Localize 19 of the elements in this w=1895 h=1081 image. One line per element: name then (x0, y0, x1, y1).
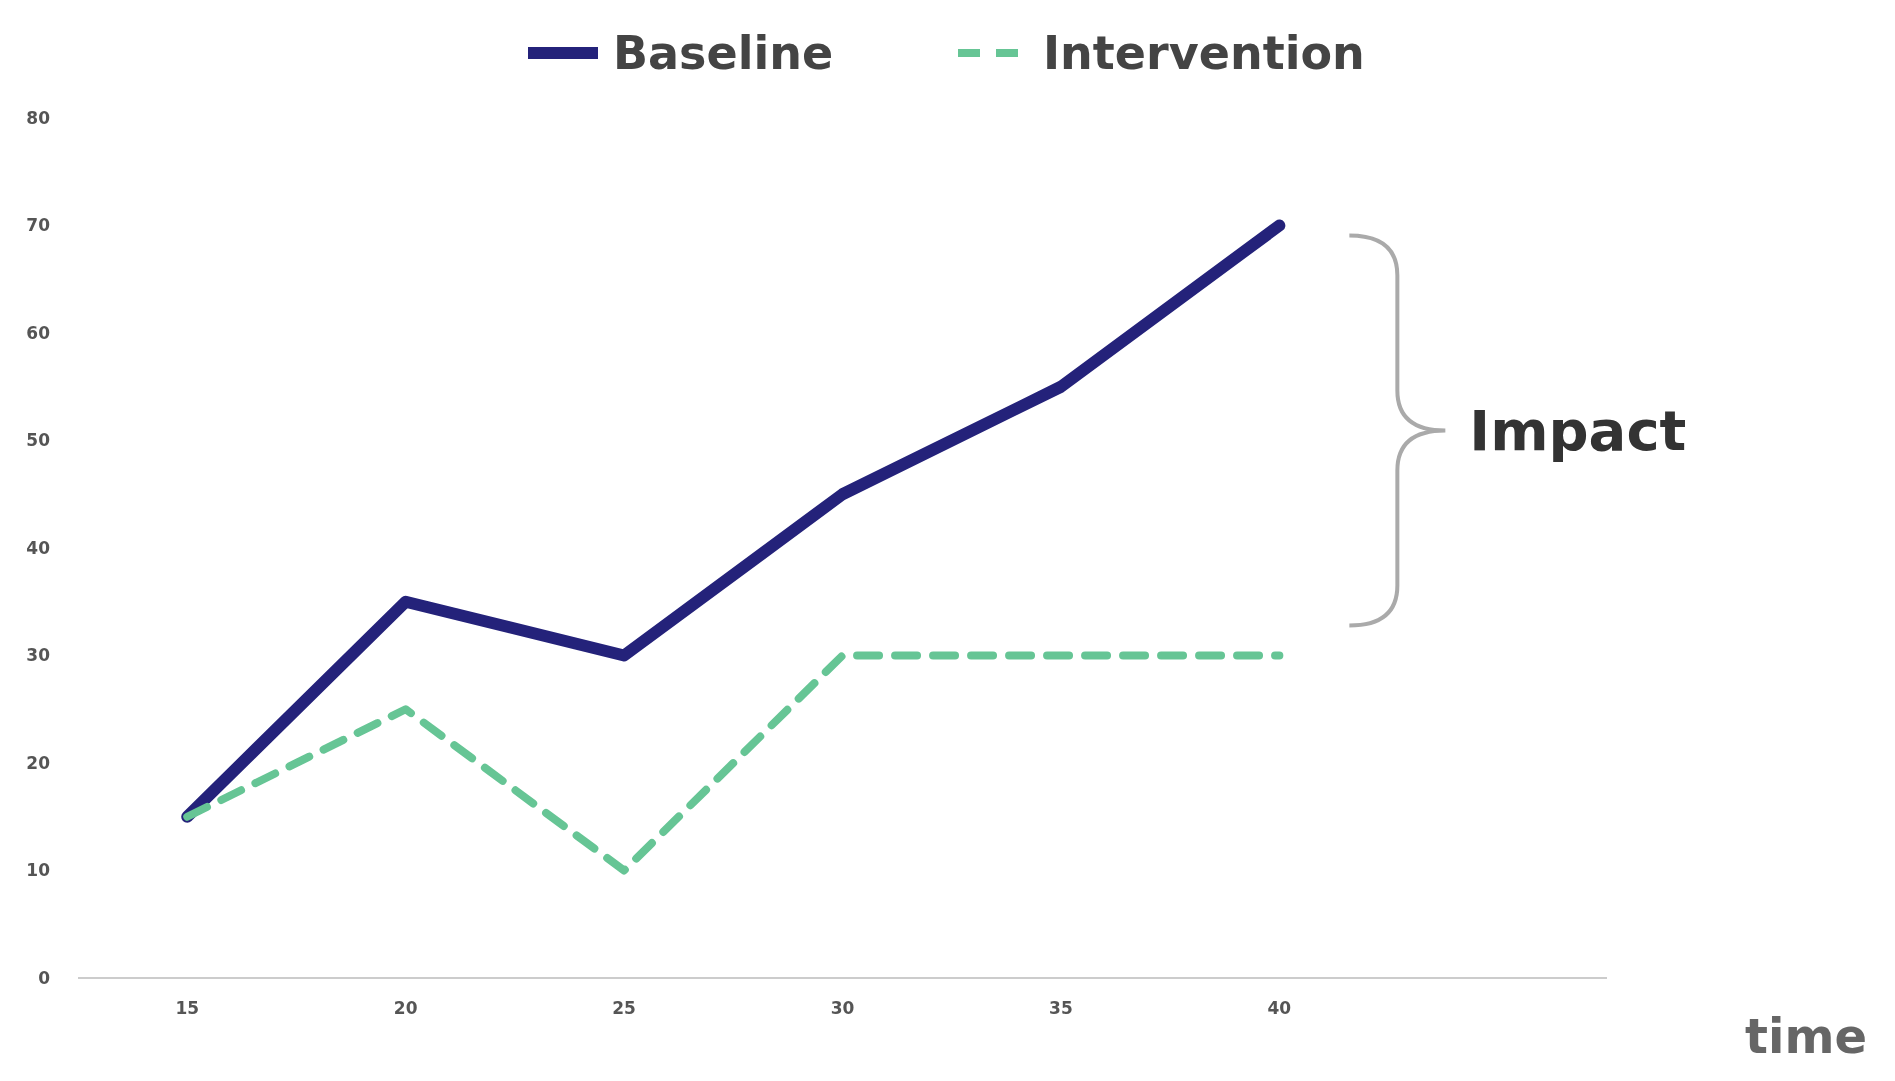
y-tick-label: 40 (26, 537, 51, 558)
y-tick-label: 20 (26, 752, 51, 773)
x-tick-label: 25 (612, 998, 636, 1018)
x-tick-label: 20 (393, 998, 418, 1018)
legend-label: Baseline (613, 26, 834, 81)
legend-label: Intervention (1043, 26, 1365, 81)
y-tick-label: 10 (26, 860, 51, 881)
y-tick-label: 80 (26, 107, 51, 128)
y-tick-label: 60 (26, 322, 51, 343)
x-tick-label: 15 (175, 998, 200, 1018)
y-tick-label: 50 (26, 430, 51, 451)
y-tick-label: 30 (26, 645, 51, 666)
x-tick-label: 35 (1049, 998, 1073, 1018)
x-tick-label: 30 (830, 998, 855, 1018)
y-tick-label: 0 (38, 967, 51, 988)
y-tick-label: 70 (26, 215, 51, 236)
annotation: Impact (1469, 398, 1687, 464)
x-axis-title: time (1745, 1008, 1867, 1064)
x-tick-label: 40 (1267, 998, 1292, 1018)
